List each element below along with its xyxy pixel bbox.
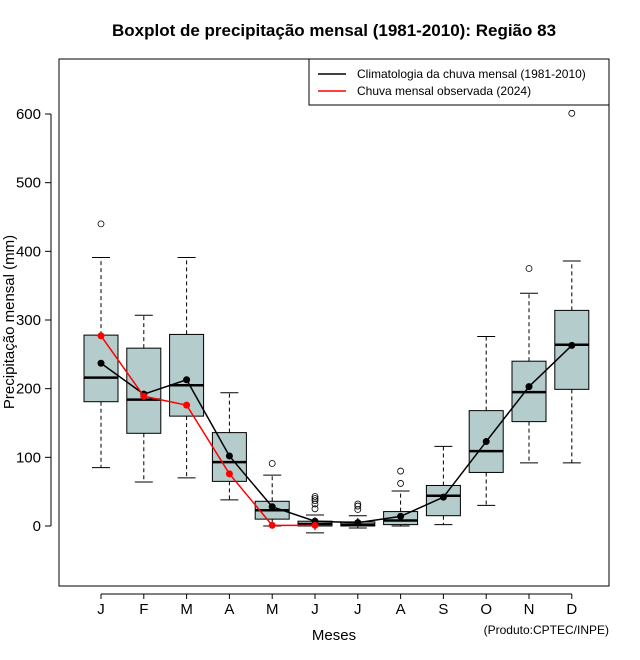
x-tick-label: A — [224, 601, 234, 618]
y-tick-label: 100 — [16, 449, 41, 466]
series-point — [183, 401, 191, 409]
outlier-point — [311, 495, 319, 502]
outlier-point — [311, 500, 319, 508]
y-tick-label: 0 — [33, 518, 41, 535]
credit-text: (Produto:CPTEC/INPE) — [484, 623, 609, 637]
series-line — [100, 344, 573, 524]
x-tick-label: A — [396, 601, 406, 618]
y-tick-label: 400 — [16, 243, 41, 260]
series-point — [225, 452, 233, 460]
box-11 — [511, 265, 547, 464]
series-point — [439, 493, 447, 501]
x-tick-label: D — [566, 601, 577, 618]
outlier-point — [354, 502, 362, 510]
legend-label: Climatologia da chuva mensal (1981-2010) — [357, 67, 586, 81]
outlier-point — [525, 265, 533, 272]
box-3 — [169, 257, 205, 479]
legend: Climatologia da chuva mensal (1981-2010)… — [308, 58, 610, 106]
x-tick-label: J — [311, 601, 319, 618]
outlier-point — [311, 493, 319, 500]
legend-box — [308, 58, 610, 106]
x-tick-label: M — [180, 601, 193, 618]
x-tick-label: M — [266, 601, 279, 618]
x-tick-label: J — [97, 601, 105, 618]
observed-series — [97, 332, 319, 529]
series-point — [354, 519, 362, 527]
outlier-point — [268, 460, 276, 467]
x-tick-label: N — [524, 601, 535, 618]
x-tick-label: F — [139, 601, 148, 618]
series-point — [525, 383, 533, 391]
series-point — [183, 376, 191, 384]
box-4 — [211, 392, 247, 501]
x-axis-label: Meses — [312, 627, 356, 644]
y-axis-label: Precipitação mensal (mm) — [1, 235, 18, 409]
y-axis: 0 100 200 300 400 500 600 — [16, 106, 52, 535]
series-point — [268, 503, 276, 511]
y-tick-label: 500 — [16, 175, 41, 192]
box-1 — [83, 220, 119, 469]
series-line — [100, 335, 315, 527]
series-point — [140, 392, 148, 400]
outlier-point — [568, 109, 576, 117]
series-lines — [97, 332, 576, 529]
chart-title: Boxplot de precipitação mensal (1981-201… — [112, 21, 556, 40]
outlier-point — [397, 467, 405, 475]
plot-frame — [58, 58, 610, 587]
outlier-point — [311, 497, 319, 504]
series-point — [311, 521, 319, 529]
y-tick-label: 600 — [16, 106, 41, 123]
y-tick-label: 300 — [16, 312, 41, 329]
x-tick-label: O — [480, 601, 492, 618]
legend-label: Chuva mensal observada (2024) — [357, 84, 531, 98]
box-iqr — [554, 309, 590, 390]
series-point — [482, 438, 490, 446]
series-point — [397, 512, 405, 520]
box-9 — [425, 445, 461, 526]
x-tick-label: J — [354, 601, 362, 618]
box-10 — [468, 335, 504, 506]
outlier-point — [311, 505, 319, 513]
series-point — [568, 341, 576, 349]
outlier-point — [397, 480, 405, 487]
series-point — [225, 470, 233, 478]
outlier-point — [354, 506, 362, 513]
outlier-point — [354, 500, 362, 508]
box-iqr — [83, 334, 119, 403]
series-point — [97, 359, 105, 367]
series-point — [268, 521, 276, 529]
boxes — [83, 109, 590, 534]
box-12 — [554, 109, 590, 464]
x-tick-label: S — [438, 601, 448, 618]
series-point — [97, 332, 105, 340]
y-tick-label: 200 — [16, 381, 41, 398]
outlier-point — [97, 220, 105, 228]
